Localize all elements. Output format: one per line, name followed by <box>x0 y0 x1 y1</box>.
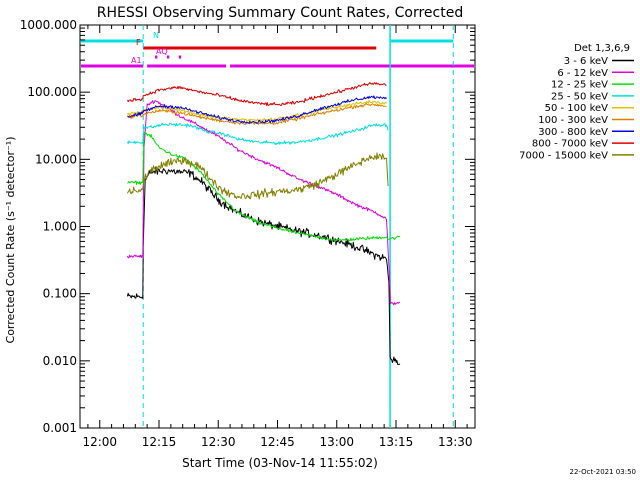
series-line-7 <box>126 82 387 107</box>
legend-entry-label: 7000 - 15000 keV <box>519 150 608 161</box>
y-tick-label: 1.000 <box>43 220 77 234</box>
legend-entry-label: 12 - 25 keV <box>551 80 608 91</box>
flag-A1-label: A1 <box>131 56 142 65</box>
series-line-6 <box>127 95 387 124</box>
x-tick-label: 12:15 <box>142 435 177 449</box>
legend-entry-label: 3 - 6 keV <box>564 56 608 67</box>
series-line-4 <box>126 99 387 123</box>
x-tick-label: 12:00 <box>82 435 117 449</box>
legend-title: Det 1,3,6,9 <box>574 43 630 54</box>
x-tick-label: 12:30 <box>201 435 236 449</box>
x-tick-label: 13:30 <box>438 435 473 449</box>
y-tick-label: 1000.000 <box>20 18 77 32</box>
legend-entry-label: 300 - 800 keV <box>538 127 608 138</box>
legend-entry-label: 50 - 100 keV <box>545 103 609 114</box>
flag-N-label: N <box>153 31 159 40</box>
chart-title: RHESSI Observing Summary Count Rates, Co… <box>97 5 463 21</box>
y-axis-label: Corrected Count Rate (s⁻¹ detector⁻¹) <box>4 137 17 344</box>
legend-entry-label: 800 - 7000 keV <box>532 139 608 150</box>
y-tick-label: 0.001 <box>43 421 77 435</box>
flag-bars: N F AQ A1 <box>81 31 474 68</box>
series-line-1 <box>126 100 401 306</box>
x-axis-label: Start Time (03-Nov-14 11:55:02) <box>182 456 378 470</box>
series-line-2 <box>127 131 401 242</box>
x-tick-label: 12:45 <box>260 435 295 449</box>
legend-entry-label: 100 - 300 keV <box>538 115 608 126</box>
flag-AQ-label: AQ <box>156 47 168 56</box>
x-tick-label: 13:15 <box>379 435 414 449</box>
legend-entry-label: 25 - 50 keV <box>551 91 608 102</box>
y-tick-label: 0.100 <box>43 287 77 301</box>
flag-F-label: F <box>136 38 141 47</box>
axes: 12:00 12:15 12:30 12:45 13:00 13:15 13:30 0.001… <box>20 18 475 449</box>
date-stamp: 22-Oct-2021 03:50 <box>570 468 636 476</box>
series-group <box>126 82 401 365</box>
series-line-5 <box>126 102 387 125</box>
y-tick-label: 100.000 <box>27 85 77 99</box>
y-tick-label: 0.010 <box>43 354 77 368</box>
x-tick-label: 13:00 <box>319 435 354 449</box>
series-line-3 <box>126 122 389 145</box>
series-line-8 <box>126 152 389 200</box>
legend-entry-label: 6 - 12 keV <box>557 68 608 79</box>
y-tick-label: 10.000 <box>35 152 77 166</box>
